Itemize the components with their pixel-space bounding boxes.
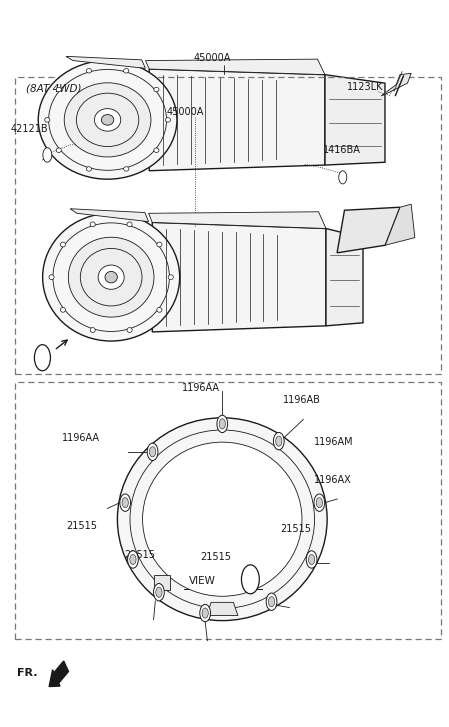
Polygon shape — [326, 228, 363, 326]
Text: 1196AM: 1196AM — [314, 437, 353, 446]
Ellipse shape — [127, 328, 132, 332]
Polygon shape — [66, 56, 145, 68]
Text: A: A — [247, 577, 254, 587]
Ellipse shape — [154, 87, 159, 92]
Ellipse shape — [49, 275, 54, 280]
Ellipse shape — [60, 308, 66, 312]
Circle shape — [276, 436, 282, 446]
Text: 21515: 21515 — [124, 550, 155, 560]
Polygon shape — [149, 69, 325, 171]
Circle shape — [130, 555, 136, 565]
Ellipse shape — [90, 222, 95, 227]
Ellipse shape — [64, 83, 151, 157]
Text: 21515: 21515 — [66, 521, 97, 531]
Polygon shape — [152, 222, 326, 332]
Polygon shape — [381, 73, 411, 96]
Circle shape — [128, 551, 138, 569]
Text: FR.: FR. — [17, 668, 38, 678]
Polygon shape — [154, 575, 170, 590]
Ellipse shape — [56, 87, 62, 92]
Text: 1196AA: 1196AA — [62, 433, 100, 443]
Ellipse shape — [38, 60, 177, 179]
Circle shape — [314, 494, 325, 511]
Polygon shape — [207, 603, 238, 616]
Circle shape — [269, 597, 275, 607]
Ellipse shape — [157, 308, 162, 312]
Text: 45000A: 45000A — [167, 107, 204, 117]
Polygon shape — [149, 212, 326, 228]
Ellipse shape — [154, 148, 159, 153]
Ellipse shape — [143, 442, 302, 596]
Circle shape — [120, 494, 131, 511]
Ellipse shape — [101, 115, 114, 125]
Circle shape — [156, 587, 162, 598]
Circle shape — [43, 148, 52, 162]
Ellipse shape — [157, 242, 162, 247]
Ellipse shape — [94, 108, 121, 131]
Polygon shape — [385, 204, 415, 245]
Bar — [15, 382, 441, 639]
Ellipse shape — [168, 275, 173, 280]
FancyArrow shape — [49, 661, 69, 686]
Text: 1416BA: 1416BA — [323, 145, 361, 156]
Ellipse shape — [68, 237, 154, 317]
Ellipse shape — [56, 148, 62, 153]
Ellipse shape — [117, 418, 327, 621]
Ellipse shape — [60, 242, 66, 247]
Text: VIEW: VIEW — [189, 577, 216, 587]
Text: A: A — [39, 356, 46, 365]
Polygon shape — [325, 75, 385, 165]
Circle shape — [219, 419, 225, 429]
Text: 21515: 21515 — [280, 523, 311, 534]
Ellipse shape — [44, 118, 50, 122]
Text: 1196AB: 1196AB — [282, 395, 321, 406]
Ellipse shape — [165, 118, 171, 122]
Ellipse shape — [98, 265, 124, 289]
Polygon shape — [145, 59, 325, 75]
Circle shape — [316, 497, 322, 507]
Circle shape — [202, 608, 208, 618]
Ellipse shape — [123, 68, 129, 73]
Text: (8AT 4WD): (8AT 4WD) — [26, 84, 81, 94]
Text: 1196AA: 1196AA — [182, 383, 220, 393]
Text: 45000A: 45000A — [193, 53, 231, 63]
Text: 21515: 21515 — [200, 553, 231, 563]
Circle shape — [339, 171, 347, 184]
Circle shape — [122, 497, 128, 507]
Ellipse shape — [43, 213, 180, 341]
Circle shape — [217, 415, 228, 433]
Circle shape — [200, 604, 211, 622]
Ellipse shape — [127, 222, 132, 227]
Text: 42121B: 42121B — [10, 124, 48, 134]
Circle shape — [273, 433, 284, 450]
Circle shape — [150, 447, 156, 457]
Text: 1196AX: 1196AX — [314, 475, 352, 485]
Circle shape — [154, 584, 164, 601]
Ellipse shape — [123, 166, 129, 171]
Ellipse shape — [86, 68, 92, 73]
Circle shape — [242, 565, 260, 594]
Bar — [15, 78, 441, 374]
Circle shape — [35, 345, 50, 371]
Ellipse shape — [105, 271, 117, 283]
Ellipse shape — [86, 166, 92, 171]
Polygon shape — [70, 209, 149, 222]
Ellipse shape — [90, 328, 95, 332]
Circle shape — [308, 555, 315, 565]
Circle shape — [266, 593, 277, 611]
Text: 1123LK: 1123LK — [347, 81, 384, 92]
Circle shape — [147, 443, 158, 460]
Circle shape — [306, 551, 317, 569]
Polygon shape — [337, 207, 400, 253]
